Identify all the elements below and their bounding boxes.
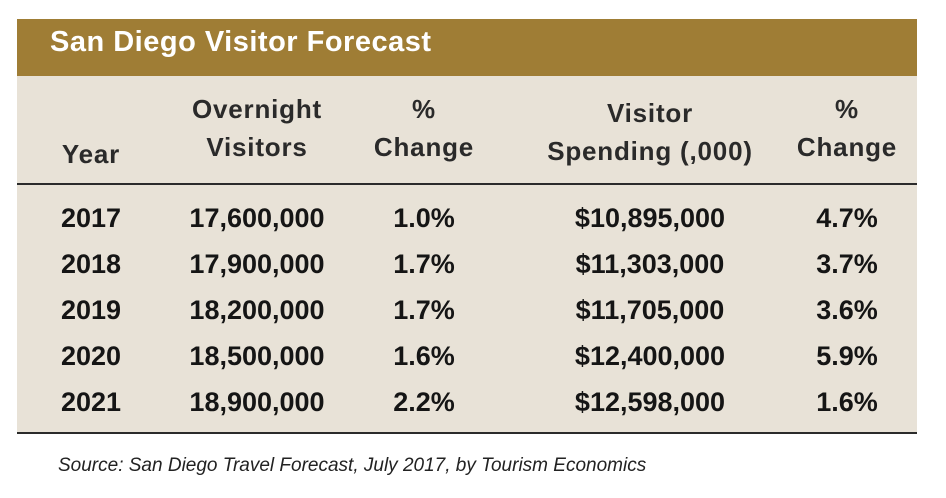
visitor-spending-header-line: Spending (,000) [547, 136, 753, 166]
visitors-change-cell: 1.6% [393, 341, 455, 371]
spending-change-cell: 1.6% [816, 387, 878, 417]
header-rule [17, 183, 917, 185]
year-cell: 2018 [60, 249, 122, 279]
spending-cell: $11,705,000 [575, 295, 725, 325]
year-cell: 2020 [60, 341, 122, 371]
visitors-change-cell: 1.0% [393, 203, 455, 233]
year-header-line: Year [61, 139, 121, 169]
visitors-cell: 18,500,000 [189, 341, 325, 371]
spending-cell: $11,303,000 [575, 249, 725, 279]
table-row: 2021 18,900,000 2.2% $12,598,000 1.6% [17, 379, 917, 425]
year-cell: 2017 [60, 203, 122, 233]
table-title: San Diego Visitor Forecast [50, 26, 432, 58]
visitors-change-header-line: Change [373, 132, 475, 162]
visitors-change-header-line: % [412, 94, 436, 124]
visitors-change-header: % Change [354, 90, 494, 166]
spending-change-cell: 4.7% [816, 203, 878, 233]
visitors-change-cell: 2.2% [393, 387, 455, 417]
overnight-visitors-header-line: Visitors [206, 132, 308, 162]
overnight-visitors-header: Overnight Visitors [152, 90, 362, 166]
spending-change-cell: 5.9% [816, 341, 878, 371]
spending-cell: $12,598,000 [574, 387, 726, 417]
spending-change-header-line: Change [796, 132, 898, 162]
table-row: 2018 17,900,000 1.7% $11,303,000 3.7% [17, 241, 917, 287]
spending-change-cell: 3.6% [816, 295, 878, 325]
bottom-rule [17, 432, 917, 434]
table-row: 2019 18,200,000 1.7% $11,705,000 3.6% [17, 287, 917, 333]
spending-change-header-line: % [835, 94, 859, 124]
source-note: Source: San Diego Travel Forecast, July … [58, 455, 647, 476]
visitors-cell: 17,900,000 [189, 249, 325, 279]
year-cell: 2019 [60, 295, 122, 325]
forecast-table: San Diego Visitor Forecast Year Overnight… [17, 19, 917, 434]
visitors-cell: 18,200,000 [189, 295, 325, 325]
table-row: 2020 18,500,000 1.6% $12,400,000 5.9% [17, 333, 917, 379]
visitor-spending-header: Visitor Spending (,000) [520, 94, 780, 170]
spending-change-header: % Change [772, 90, 922, 166]
visitors-cell: 17,600,000 [189, 203, 325, 233]
year-header: Year [26, 135, 156, 173]
year-cell: 2021 [60, 387, 122, 417]
table-row: 2017 17,600,000 1.0% $10,895,000 4.7% [17, 195, 917, 241]
overnight-visitors-header-line: Overnight [192, 94, 322, 124]
spending-change-cell: 3.7% [816, 249, 878, 279]
visitors-change-cell: 1.7% [393, 295, 455, 325]
title-bar: San Diego Visitor Forecast [17, 19, 917, 76]
visitors-change-cell: 1.7% [393, 249, 455, 279]
visitors-cell: 18,900,000 [189, 387, 325, 417]
spending-cell: $10,895,000 [574, 203, 726, 233]
spending-cell: $12,400,000 [574, 341, 726, 371]
visitor-spending-header-line: Visitor [606, 98, 694, 128]
